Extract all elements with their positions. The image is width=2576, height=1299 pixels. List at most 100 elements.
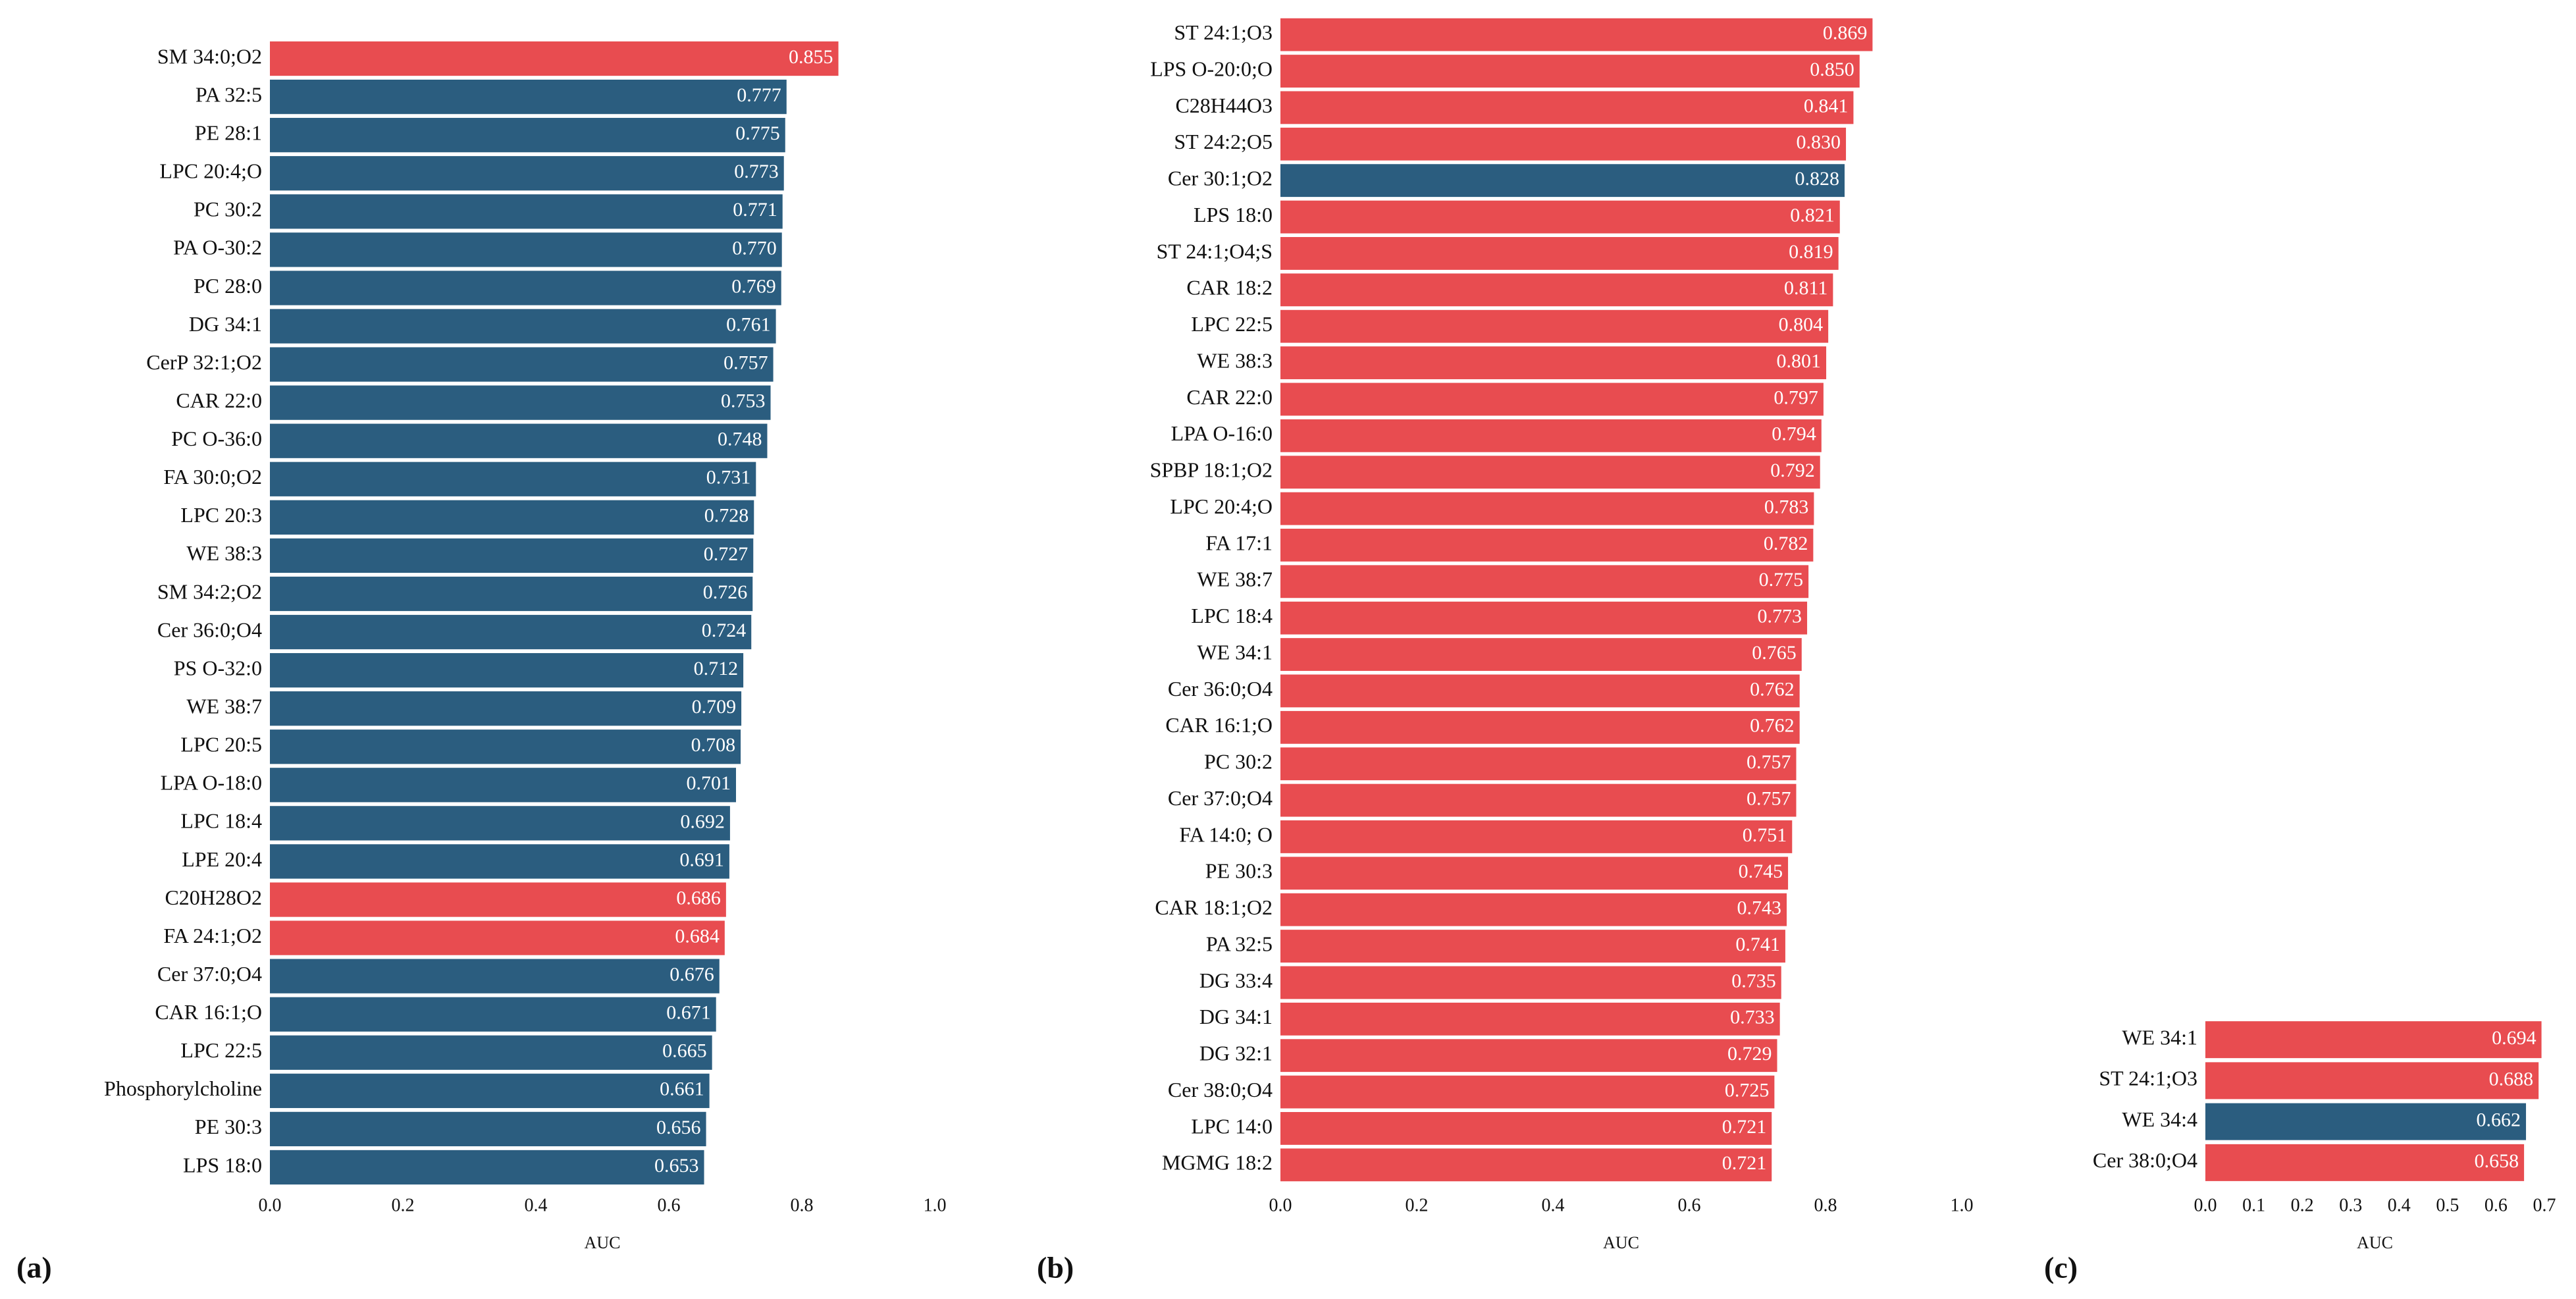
- value-label: 0.757: [1747, 787, 1791, 809]
- x-tick-label: 1.0: [924, 1195, 947, 1215]
- bar: [1280, 237, 1839, 270]
- value-label: 0.743: [1737, 897, 1782, 919]
- value-label: 0.777: [737, 84, 781, 106]
- bar: [1280, 674, 1800, 708]
- category-label: LPC 22:5: [1191, 312, 1273, 336]
- category-label: FA 17:1: [1205, 531, 1273, 554]
- category-label: SPBP 18:1;O2: [1150, 458, 1273, 482]
- value-label: 0.841: [1804, 95, 1849, 117]
- bar: [270, 79, 787, 115]
- x-tick-label: 0.6: [2484, 1195, 2508, 1215]
- value-label: 0.748: [718, 429, 762, 450]
- value-label: 0.804: [1779, 314, 1824, 336]
- bar: [270, 118, 785, 153]
- x-tick-label: 0.4: [525, 1195, 548, 1215]
- category-label: LPC 14:0: [1191, 1114, 1273, 1138]
- category-label: CAR 16:1;O: [1165, 713, 1273, 737]
- category-label: LPS O-20:0;O: [1150, 57, 1273, 80]
- x-tick-label: 0.2: [2291, 1195, 2314, 1215]
- panel-label: (a): [16, 1251, 52, 1285]
- value-label: 0.869: [1823, 22, 1868, 44]
- value-label: 0.727: [704, 543, 749, 565]
- x-tick-label: 0.4: [2388, 1195, 2411, 1215]
- bar: [1280, 419, 1822, 452]
- x-tick-label: 0.0: [259, 1195, 282, 1215]
- bar: [1280, 1075, 1775, 1109]
- value-label: 0.783: [1764, 496, 1809, 517]
- bar: [1280, 1002, 1780, 1036]
- value-label: 0.691: [679, 849, 724, 870]
- value-label: 0.782: [1764, 533, 1808, 554]
- category-label: LPA O-16:0: [1171, 421, 1273, 445]
- value-label: 0.751: [1743, 824, 1787, 846]
- bar: [270, 806, 730, 841]
- category-label: PC 28:0: [194, 274, 262, 298]
- value-label: 0.855: [789, 46, 833, 68]
- value-label: 0.724: [702, 620, 747, 641]
- bar: [1280, 383, 1824, 416]
- category-label: PA 32:5: [1206, 932, 1273, 955]
- bar: [270, 347, 774, 382]
- bar: [1280, 857, 1789, 890]
- category-label: WE 34:1: [1197, 640, 1273, 664]
- category-label: Cer 36:0;O4: [157, 618, 262, 641]
- bar: [1280, 601, 1808, 635]
- value-label: 0.773: [734, 161, 779, 182]
- category-label: LPC 20:3: [180, 503, 262, 527]
- category-label: LPC 22:5: [180, 1038, 262, 1062]
- bar: [270, 1150, 704, 1185]
- x-tick-label: 0.3: [2339, 1195, 2362, 1215]
- value-label: 0.770: [732, 237, 777, 259]
- value-label: 0.725: [1725, 1079, 1770, 1101]
- bar: [270, 1073, 710, 1108]
- bar: [2205, 1103, 2527, 1140]
- bar: [1280, 273, 1833, 307]
- value-label: 0.721: [1722, 1116, 1767, 1138]
- bar: [1280, 820, 1793, 853]
- value-label: 0.694: [2492, 1027, 2537, 1049]
- value-label: 0.757: [1747, 751, 1791, 773]
- bar: [1280, 1148, 1772, 1182]
- category-label: WE 38:7: [186, 695, 262, 718]
- bar: [1280, 456, 1820, 489]
- value-label: 0.741: [1735, 934, 1780, 955]
- value-label: 0.671: [666, 1002, 711, 1024]
- value-label: 0.830: [1797, 132, 1841, 153]
- category-label: PE 30:3: [1205, 859, 1273, 883]
- bar: [1280, 893, 1787, 926]
- bar: [1280, 710, 1800, 744]
- bar: [1280, 529, 1814, 562]
- bar: [1280, 747, 1797, 781]
- bar: [1280, 966, 1781, 999]
- bar: [270, 500, 754, 535]
- category-label: WE 34:1: [2122, 1025, 2197, 1049]
- bar: [1280, 200, 1840, 234]
- category-label: LPS 18:0: [1194, 203, 1273, 226]
- x-tick-label: 0.4: [1542, 1195, 1565, 1215]
- bar: [270, 1111, 706, 1147]
- category-label: CerP 32:1;O2: [146, 350, 262, 374]
- bar: [1280, 91, 1854, 124]
- bar: [1280, 127, 1847, 161]
- category-label: PE 30:3: [195, 1115, 262, 1138]
- bar: [1280, 164, 1845, 198]
- bar: [270, 691, 742, 726]
- category-label: CAR 22:0: [1186, 385, 1273, 409]
- x-tick-label: 1.0: [1951, 1195, 1974, 1215]
- category-label: DG 33:4: [1199, 968, 1273, 992]
- category-label: Cer 30:1;O2: [1168, 167, 1273, 190]
- category-label: PC O-36:0: [171, 427, 262, 450]
- category-label: CAR 18:2: [1186, 276, 1273, 300]
- category-label: LPC 20:4;O: [1170, 494, 1273, 518]
- category-label: DG 32:1: [1199, 1042, 1273, 1065]
- bar: [1280, 309, 1829, 343]
- category-label: LPC 20:4;O: [159, 159, 262, 183]
- value-label: 0.731: [706, 467, 751, 489]
- category-label: PA 32:5: [196, 82, 262, 106]
- bar: [1280, 55, 1860, 88]
- category-label: Cer 37:0;O4: [1168, 786, 1273, 810]
- bar: [270, 156, 784, 191]
- x-tick-label: 0.0: [2194, 1195, 2217, 1215]
- value-label: 0.676: [670, 964, 714, 986]
